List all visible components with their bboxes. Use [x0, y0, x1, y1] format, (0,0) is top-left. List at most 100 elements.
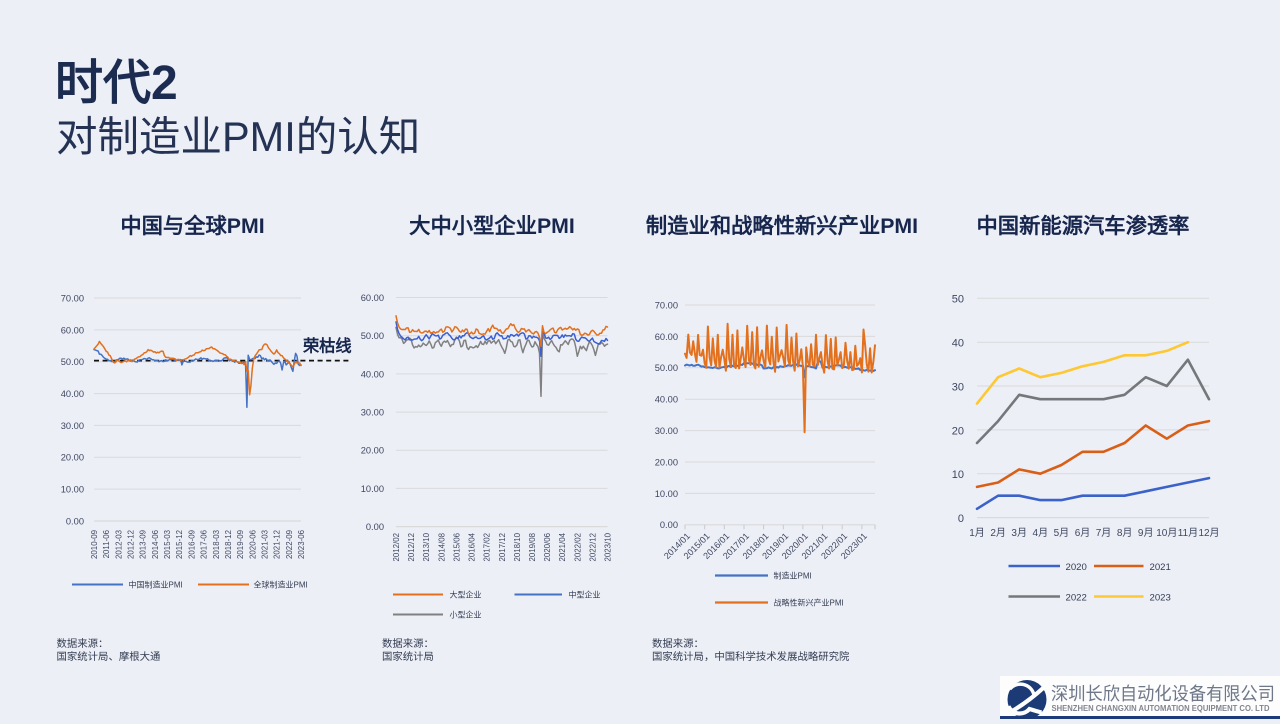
svg-text:国家统计局、摩根大通: 国家统计局、摩根大通	[57, 650, 162, 663]
svg-text:12月: 12月	[1198, 527, 1219, 539]
svg-text:深圳长欣自动化设备有限公司: 深圳长欣自动化设备有限公司	[1051, 683, 1275, 704]
svg-text:7月: 7月	[1096, 527, 1112, 539]
svg-text:2012/02: 2012/02	[392, 533, 401, 562]
svg-text:0.00: 0.00	[66, 516, 84, 526]
svg-text:60.00: 60.00	[655, 332, 678, 342]
svg-text:2012-12: 2012-12	[127, 530, 136, 559]
svg-text:2017/02: 2017/02	[483, 533, 492, 562]
svg-text:中国制造业PMI: 中国制造业PMI	[129, 580, 183, 590]
svg-text:2023/10: 2023/10	[604, 532, 613, 561]
svg-text:大型企业: 大型企业	[450, 590, 482, 600]
svg-text:10月: 10月	[1156, 527, 1177, 539]
svg-text:70.00: 70.00	[61, 293, 84, 303]
svg-text:10.00: 10.00	[655, 489, 678, 499]
svg-text:2023: 2023	[1150, 592, 1171, 603]
svg-text:2019-09: 2019-09	[236, 529, 245, 559]
svg-text:2015-12: 2015-12	[175, 530, 184, 559]
svg-text:2010-09: 2010-09	[90, 529, 99, 559]
svg-text:1月: 1月	[969, 527, 985, 539]
svg-text:2015/06: 2015/06	[452, 532, 461, 561]
svg-text:制造业PMI: 制造业PMI	[774, 571, 812, 581]
svg-text:2013-09: 2013-09	[139, 529, 148, 559]
svg-text:中国新能源汽车渗透率: 中国新能源汽车渗透率	[977, 213, 1190, 238]
svg-text:10.00: 10.00	[61, 485, 84, 495]
svg-text:0.00: 0.00	[366, 522, 384, 532]
svg-text:2017-06: 2017-06	[200, 529, 209, 559]
svg-text:战略性新兴产业PMI: 战略性新兴产业PMI	[774, 598, 844, 608]
svg-text:60.00: 60.00	[361, 293, 384, 303]
svg-text:50.00: 50.00	[361, 331, 384, 341]
svg-text:40.00: 40.00	[361, 369, 384, 379]
svg-text:2018-12: 2018-12	[224, 530, 233, 559]
svg-text:2022: 2022	[1066, 592, 1087, 603]
svg-text:0.00: 0.00	[660, 520, 678, 530]
svg-text:数据来源：: 数据来源：	[652, 637, 704, 650]
svg-text:2012/12: 2012/12	[407, 533, 416, 562]
svg-text:2016/04: 2016/04	[468, 532, 477, 561]
svg-text:30.00: 30.00	[61, 421, 84, 431]
svg-text:2021-12: 2021-12	[273, 530, 282, 559]
svg-text:20.00: 20.00	[655, 457, 678, 467]
svg-text:40: 40	[952, 338, 964, 350]
svg-text:中型企业: 中型企业	[569, 590, 601, 600]
svg-text:2021-03: 2021-03	[261, 529, 270, 559]
svg-text:2月: 2月	[990, 527, 1006, 539]
svg-text:50: 50	[952, 294, 964, 306]
svg-text:2016-09: 2016-09	[187, 529, 196, 559]
svg-text:国家统计局: 国家统计局	[382, 650, 434, 663]
svg-text:10.00: 10.00	[361, 484, 384, 494]
svg-text:40.00: 40.00	[61, 389, 84, 399]
svg-text:70.00: 70.00	[655, 300, 678, 310]
svg-text:20.00: 20.00	[61, 453, 84, 463]
svg-text:20.00: 20.00	[361, 446, 384, 456]
svg-text:2019/08: 2019/08	[528, 532, 537, 561]
svg-text:制造业和战略性新兴产业PMI: 制造业和战略性新兴产业PMI	[646, 213, 918, 238]
svg-text:荣枯线: 荣枯线	[302, 337, 352, 356]
svg-text:2014-06: 2014-06	[151, 529, 160, 559]
svg-text:2023-06: 2023-06	[297, 529, 306, 559]
svg-text:3月: 3月	[1011, 527, 1027, 539]
svg-text:60.00: 60.00	[61, 325, 84, 335]
svg-text:2018/10: 2018/10	[513, 532, 522, 561]
svg-text:2022/02: 2022/02	[573, 533, 582, 562]
svg-text:国家统计局，中国科学技术发展战略研究院: 国家统计局，中国科学技术发展战略研究院	[652, 650, 850, 663]
svg-text:2020: 2020	[1066, 562, 1087, 573]
svg-text:时代2: 时代2	[55, 57, 178, 110]
svg-text:2022/12: 2022/12	[588, 533, 597, 562]
svg-text:10: 10	[952, 469, 964, 481]
svg-text:全球制造业PMI: 全球制造业PMI	[254, 580, 308, 590]
svg-text:20: 20	[952, 425, 964, 437]
svg-text:6月: 6月	[1075, 527, 1091, 539]
svg-text:2015-03: 2015-03	[163, 529, 172, 559]
svg-text:2013/10: 2013/10	[422, 532, 431, 561]
svg-text:2020-06: 2020-06	[248, 529, 257, 559]
svg-text:2011-06: 2011-06	[102, 529, 111, 558]
svg-text:2021/04: 2021/04	[558, 532, 567, 561]
svg-text:30: 30	[952, 381, 964, 393]
svg-text:SHENZHEN CHANGXIN AUTOMATION E: SHENZHEN CHANGXIN AUTOMATION EQUIPMENT C…	[1052, 703, 1270, 713]
svg-text:11月: 11月	[1178, 527, 1198, 539]
svg-text:50.00: 50.00	[61, 357, 84, 367]
svg-text:50.00: 50.00	[655, 363, 678, 373]
svg-text:小型企业: 小型企业	[450, 610, 482, 620]
svg-text:大中小型企业PMI: 大中小型企业PMI	[409, 213, 575, 238]
svg-text:9月: 9月	[1138, 527, 1154, 539]
svg-text:4月: 4月	[1033, 527, 1049, 539]
svg-text:40.00: 40.00	[655, 395, 678, 405]
svg-text:5月: 5月	[1054, 527, 1070, 539]
svg-text:2017/12: 2017/12	[498, 533, 507, 562]
svg-text:8月: 8月	[1117, 527, 1133, 539]
svg-text:数据来源：: 数据来源：	[382, 637, 434, 650]
svg-text:30.00: 30.00	[361, 407, 384, 417]
svg-text:2022-09: 2022-09	[285, 529, 294, 559]
svg-text:中国与全球PMI: 中国与全球PMI	[120, 213, 264, 238]
svg-text:2020/06: 2020/06	[543, 532, 552, 561]
svg-text:2018-03: 2018-03	[212, 529, 221, 559]
svg-text:2012-03: 2012-03	[114, 529, 123, 559]
svg-text:数据来源：: 数据来源：	[57, 637, 109, 650]
svg-text:对制造业PMI的认知: 对制造业PMI的认知	[56, 113, 420, 160]
svg-text:2014/08: 2014/08	[437, 532, 446, 561]
svg-text:0: 0	[958, 513, 964, 525]
svg-text:2021: 2021	[1150, 562, 1171, 573]
svg-text:30.00: 30.00	[655, 426, 678, 436]
